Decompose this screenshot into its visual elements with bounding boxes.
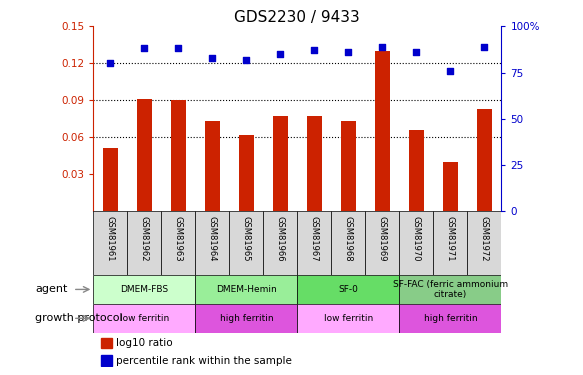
Bar	[229, 211, 264, 275]
Bar	[477, 109, 492, 211]
Bar	[331, 211, 366, 275]
Text: low ferritin: low ferritin	[120, 314, 169, 323]
Bar	[375, 51, 390, 211]
Bar	[195, 304, 297, 333]
Bar	[161, 211, 195, 275]
Title: GDS2230 / 9433: GDS2230 / 9433	[234, 10, 360, 25]
Text: GSM81970: GSM81970	[412, 216, 421, 262]
Text: GSM81962: GSM81962	[140, 216, 149, 262]
Point	[208, 55, 217, 61]
Text: GSM81965: GSM81965	[242, 216, 251, 262]
Text: GSM81964: GSM81964	[208, 216, 217, 262]
Bar	[205, 121, 220, 211]
Text: agent: agent	[36, 284, 68, 294]
Bar	[297, 275, 399, 304]
Point	[378, 44, 387, 50]
Bar	[93, 275, 195, 304]
Bar	[399, 304, 501, 333]
Bar	[103, 148, 118, 211]
Bar	[93, 304, 195, 333]
Text: GSM81968: GSM81968	[344, 216, 353, 262]
Text: high ferritin: high ferritin	[220, 314, 273, 323]
Bar	[366, 211, 399, 275]
Text: SF-FAC (ferric ammonium
citrate): SF-FAC (ferric ammonium citrate)	[393, 280, 508, 299]
Bar	[238, 135, 254, 212]
Bar	[195, 211, 229, 275]
Text: high ferritin: high ferritin	[424, 314, 477, 323]
Text: SF-0: SF-0	[338, 285, 359, 294]
Text: GSM81971: GSM81971	[446, 216, 455, 262]
Bar	[93, 211, 127, 275]
Bar	[468, 211, 501, 275]
Bar	[433, 211, 468, 275]
Bar	[307, 116, 322, 212]
Point	[241, 57, 251, 63]
Text: GSM81972: GSM81972	[480, 216, 489, 262]
Point	[139, 45, 149, 51]
Text: GSM81961: GSM81961	[106, 216, 115, 262]
Bar	[264, 211, 297, 275]
Bar	[171, 100, 186, 211]
Point	[276, 51, 285, 57]
Bar	[340, 121, 356, 211]
Point	[412, 49, 421, 55]
Bar	[399, 275, 501, 304]
Point	[106, 60, 115, 66]
Text: log10 ratio: log10 ratio	[115, 338, 173, 348]
Bar	[442, 162, 458, 211]
Point	[445, 68, 455, 74]
Text: GSM81963: GSM81963	[174, 216, 183, 262]
Bar	[273, 116, 288, 212]
Bar	[399, 211, 433, 275]
Text: DMEM-Hemin: DMEM-Hemin	[216, 285, 277, 294]
Text: low ferritin: low ferritin	[324, 314, 373, 323]
Bar	[136, 99, 152, 211]
Bar	[101, 356, 112, 366]
Bar	[127, 211, 161, 275]
Bar	[409, 130, 424, 212]
Bar	[195, 275, 297, 304]
Text: GSM81967: GSM81967	[310, 216, 319, 262]
Text: GSM81969: GSM81969	[378, 216, 387, 262]
Point	[343, 49, 353, 55]
Point	[310, 47, 319, 53]
Text: growth protocol: growth protocol	[36, 314, 123, 323]
Point	[480, 44, 489, 50]
Bar	[297, 304, 399, 333]
Text: percentile rank within the sample: percentile rank within the sample	[115, 356, 292, 366]
Text: DMEM-FBS: DMEM-FBS	[120, 285, 168, 294]
Bar	[297, 211, 331, 275]
Point	[174, 45, 183, 51]
Text: GSM81966: GSM81966	[276, 216, 285, 262]
Bar	[101, 338, 112, 348]
